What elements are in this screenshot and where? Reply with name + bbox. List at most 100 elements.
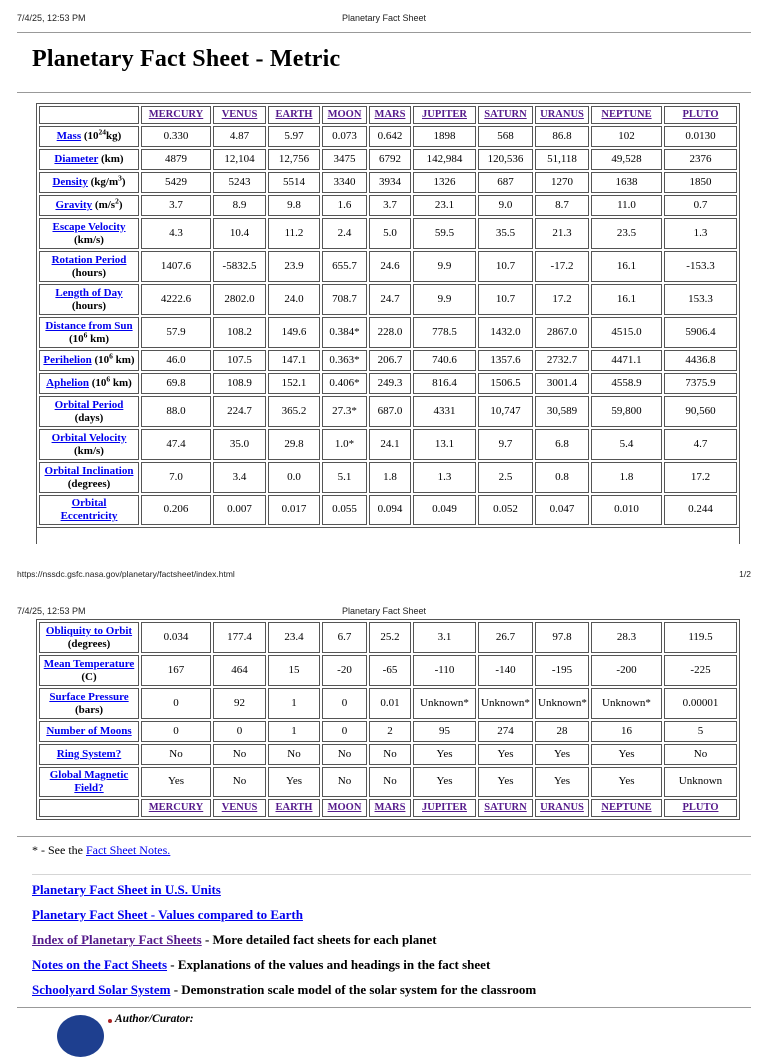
value-cell: -200 bbox=[591, 655, 662, 686]
row-link-number-of-moons[interactable]: Number of Moons bbox=[46, 725, 132, 738]
print-header-doc-title: Planetary Fact Sheet bbox=[341, 13, 427, 23]
planet-link-pluto[interactable]: PLUTO bbox=[682, 802, 719, 814]
table-row: Rotation Period (hours) 1407.6 -5832.5 23.9 6… bbox=[39, 251, 737, 282]
row-link-orbital-period[interactable]: Orbital Period bbox=[54, 398, 124, 411]
value-cell: 5514 bbox=[268, 172, 320, 193]
value-cell: 24.1 bbox=[369, 429, 411, 460]
table-row: Diameter (km) 4879 12,104 12,756 3475 6792 142… bbox=[39, 149, 737, 170]
row-label-cell: Aphelion (106 km) bbox=[39, 373, 139, 394]
planet-link-pluto[interactable]: PLUTO bbox=[682, 109, 719, 121]
planet-link-saturn[interactable]: SATURN bbox=[484, 802, 527, 814]
planet-header-cell: EARTH bbox=[268, 798, 320, 817]
planet-link-saturn[interactable]: SATURN bbox=[484, 109, 527, 121]
row-link-orbital-eccentricity[interactable]: Orbital Eccentricity bbox=[60, 497, 118, 522]
row-link-escape-velocity[interactable]: Escape Velocity bbox=[52, 220, 126, 233]
planet-link-neptune[interactable]: NEPTUNE bbox=[601, 109, 652, 121]
link-index-of-planetary-fact-sheets[interactable]: Index of Planetary Fact Sheets bbox=[32, 932, 202, 947]
value-cell: 11.0 bbox=[591, 195, 662, 216]
value-cell: 30,589 bbox=[535, 396, 589, 427]
row-label-cell: Obliquity to Orbit (degrees) bbox=[39, 622, 139, 653]
row-link-rotation-period[interactable]: Rotation Period bbox=[51, 253, 127, 266]
link-schoolyard-solar-system[interactable]: Schoolyard Solar System bbox=[32, 982, 171, 997]
value-cell: No bbox=[213, 767, 266, 797]
value-cell: 1.8 bbox=[591, 462, 662, 493]
planet-link-moon[interactable]: MOON bbox=[327, 802, 362, 814]
value-cell: 1326 bbox=[413, 172, 476, 193]
value-cell: 1.6 bbox=[322, 195, 367, 216]
planet-link-earth[interactable]: EARTH bbox=[275, 802, 313, 814]
value-cell: 0.244 bbox=[664, 495, 737, 525]
planet-link-mars[interactable]: MARS bbox=[374, 802, 406, 814]
row-link-orbital-inclination[interactable]: Orbital Inclination bbox=[44, 464, 134, 477]
row-link-gravity[interactable]: Gravity bbox=[55, 199, 93, 212]
table-row: Orbital Inclination (degrees) 7.0 3.4 0.0 5.1… bbox=[39, 462, 737, 493]
table-row: Obliquity to Orbit (degrees) 0.034 177.4 23.… bbox=[39, 622, 737, 653]
row-unit: (degrees) bbox=[67, 637, 111, 650]
planet-link-venus[interactable]: VENUS bbox=[221, 109, 258, 121]
value-cell: 7375.9 bbox=[664, 373, 737, 394]
value-cell: 568 bbox=[478, 126, 533, 147]
planet-link-moon[interactable]: MOON bbox=[327, 109, 362, 121]
value-cell: 35.0 bbox=[213, 429, 266, 460]
value-cell: 1.3 bbox=[664, 218, 737, 249]
value-cell: 4222.6 bbox=[141, 284, 211, 315]
planet-link-jupiter[interactable]: JUPITER bbox=[422, 802, 467, 814]
value-cell: Yes bbox=[535, 744, 589, 765]
link-notes-on-the-fact-sheets[interactable]: Notes on the Fact Sheets bbox=[32, 957, 168, 972]
planet-link-mercury[interactable]: MERCURY bbox=[148, 109, 204, 121]
empty-corner-cell bbox=[39, 798, 139, 817]
value-cell: 0.047 bbox=[535, 495, 589, 525]
value-cell: 228.0 bbox=[369, 317, 411, 348]
row-link-length-of-day[interactable]: Length of Day bbox=[55, 286, 123, 299]
value-cell: 119.5 bbox=[664, 622, 737, 653]
table-row: Distance from Sun (106 km) 57.9 108.2 149.6 0… bbox=[39, 317, 737, 348]
row-link-ring-system[interactable]: Ring System? bbox=[56, 748, 122, 761]
value-cell: 12,756 bbox=[268, 149, 320, 170]
row-label-cell: Global Magnetic Field? bbox=[39, 767, 139, 797]
row-link-perihelion[interactable]: Perihelion bbox=[43, 354, 92, 367]
planet-header-cell: URANUS bbox=[535, 798, 589, 817]
planet-link-neptune[interactable]: NEPTUNE bbox=[601, 802, 652, 814]
value-cell: 778.5 bbox=[413, 317, 476, 348]
row-link-global-magnetic-field[interactable]: Global Magnetic Field? bbox=[49, 769, 129, 794]
row-link-obliquity-to-orbit[interactable]: Obliquity to Orbit bbox=[45, 624, 133, 637]
value-cell: Unknown* bbox=[535, 688, 589, 719]
planet-link-earth[interactable]: EARTH bbox=[275, 109, 313, 121]
author-curator-label: Author/Curator: bbox=[115, 1013, 194, 1025]
planetary-fact-table-2: Obliquity to Orbit (degrees) 0.034 177.4 23.… bbox=[36, 619, 740, 820]
planet-link-jupiter[interactable]: JUPITER bbox=[422, 109, 467, 121]
planet-link-mercury[interactable]: MERCURY bbox=[148, 802, 204, 814]
related-link-row: Notes on the Fact Sheets - Explanations … bbox=[32, 957, 752, 982]
row-link-distance-from-sun[interactable]: Distance from Sun bbox=[45, 319, 133, 332]
row-link-diameter[interactable]: Diameter bbox=[54, 153, 99, 166]
value-cell: 5243 bbox=[213, 172, 266, 193]
row-link-mean-temperature[interactable]: Mean Temperature bbox=[43, 657, 135, 670]
row-link-orbital-velocity[interactable]: Orbital Velocity bbox=[51, 431, 127, 444]
value-cell: 10.7 bbox=[478, 284, 533, 315]
value-cell: 5.4 bbox=[591, 429, 662, 460]
planet-header-cell: NEPTUNE bbox=[591, 106, 662, 124]
value-cell: 816.4 bbox=[413, 373, 476, 394]
planet-link-uranus[interactable]: URANUS bbox=[540, 109, 584, 121]
value-cell: 23.1 bbox=[413, 195, 476, 216]
row-link-aphelion[interactable]: Aphelion bbox=[46, 377, 89, 390]
link-description: - Demonstration scale model of the solar… bbox=[170, 982, 537, 997]
planet-link-mars[interactable]: MARS bbox=[374, 109, 406, 121]
value-cell: Yes bbox=[413, 767, 476, 797]
row-label-cell: Orbital Period (days) bbox=[39, 396, 139, 427]
planet-link-uranus[interactable]: URANUS bbox=[540, 802, 584, 814]
planet-link-venus[interactable]: VENUS bbox=[221, 802, 258, 814]
link-planetary-fact-sheet-in-u-s-units[interactable]: Planetary Fact Sheet in U.S. Units bbox=[32, 882, 221, 897]
row-link-density[interactable]: Density bbox=[52, 176, 88, 189]
value-cell: 1407.6 bbox=[141, 251, 211, 282]
row-link-mass[interactable]: Mass bbox=[56, 130, 82, 143]
fact-sheet-notes-link[interactable]: Fact Sheet Notes. bbox=[85, 843, 171, 857]
value-cell: 6792 bbox=[369, 149, 411, 170]
link-planetary-fact-sheet-values-compared-to-earth[interactable]: Planetary Fact Sheet - Values compared t… bbox=[32, 907, 303, 922]
row-link-surface-pressure[interactable]: Surface Pressure bbox=[49, 690, 129, 703]
print-footer-url: https://nssdc.gsfc.nasa.gov/planetary/fa… bbox=[17, 569, 235, 579]
value-cell: 6.8 bbox=[535, 429, 589, 460]
value-cell: 2867.0 bbox=[535, 317, 589, 348]
planet-header-row: MERCURY VENUS EARTH MOON MARS JUPITER SATURN UR… bbox=[39, 798, 737, 817]
value-cell: 5.97 bbox=[268, 126, 320, 147]
